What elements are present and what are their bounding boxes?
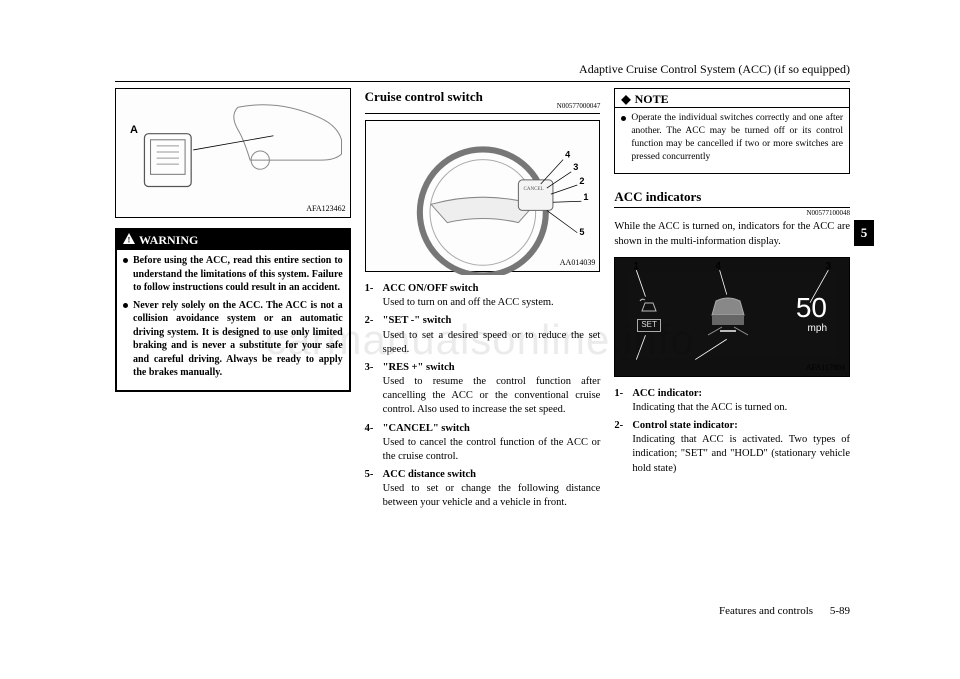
item-label: ACC ON/OFF switch bbox=[383, 282, 554, 296]
svg-text:!: ! bbox=[128, 236, 131, 245]
svg-text:CANCEL: CANCEL bbox=[523, 186, 543, 192]
list-item: 1- ACC ON/OFF switchUsed to turn on and … bbox=[365, 282, 601, 310]
footer-page-number: 5-89 bbox=[830, 605, 850, 617]
indicator-definition-list: 1- ACC indicator:Indicating that the ACC… bbox=[614, 387, 850, 476]
list-item: 1- ACC indicator:Indicating that the ACC… bbox=[614, 387, 850, 415]
list-item: 2- Control state indicator:Indicating th… bbox=[614, 419, 850, 476]
item-desc: Used to set or change the following dist… bbox=[383, 482, 601, 510]
item-desc: Used to turn on and off the ACC system. bbox=[383, 296, 554, 310]
item-number: 4- bbox=[365, 422, 383, 465]
note-item: Operate the individual switches correctl… bbox=[621, 112, 843, 163]
note-header: ◆ NOTE bbox=[615, 89, 849, 108]
warning-item: Before using the ACC, read this entire s… bbox=[123, 254, 343, 295]
section-rule bbox=[614, 207, 850, 208]
item-number: 1- bbox=[365, 282, 383, 310]
warning-triangle-icon: ! bbox=[123, 232, 135, 248]
section-tab: 5 bbox=[854, 220, 874, 246]
switch-definition-list: 1- ACC ON/OFF switchUsed to turn on and … bbox=[365, 282, 601, 511]
figure-sensor-module: A AFA123462 bbox=[115, 88, 351, 218]
figure-dashboard-display: 1 4 3 2 5 SET bbox=[614, 257, 850, 377]
svg-text:4: 4 bbox=[565, 150, 571, 160]
acc-car-icon bbox=[639, 297, 659, 315]
column-1: A AFA123462 ! WARNING Before using the A… bbox=[115, 88, 351, 578]
list-item: 3- "RES +" switchUsed to resume the cont… bbox=[365, 361, 601, 418]
figure-caption: AA014039 bbox=[560, 258, 596, 269]
svg-text:5: 5 bbox=[579, 227, 584, 237]
speed-value: 50 bbox=[796, 294, 827, 322]
item-number: 2- bbox=[614, 419, 632, 476]
footer-section: Features and controls bbox=[719, 605, 813, 617]
item-number: 2- bbox=[365, 314, 383, 357]
warning-head-text: WARNING bbox=[139, 233, 198, 247]
sensor-module-illustration bbox=[116, 89, 350, 221]
note-body: Operate the individual switches correctl… bbox=[615, 108, 849, 173]
note-box: ◆ NOTE Operate the individual switches co… bbox=[614, 88, 850, 174]
item-label: "RES +" switch bbox=[383, 361, 601, 375]
figure-caption: AFA117803 bbox=[806, 363, 845, 374]
warning-box: ! WARNING Before using the ACC, read thi… bbox=[115, 228, 351, 392]
list-item: 5- ACC distance switchUsed to set or cha… bbox=[365, 468, 601, 511]
column-3: ◆ NOTE Operate the individual switches co… bbox=[614, 88, 850, 578]
item-number: 3- bbox=[365, 361, 383, 418]
item-label: Control state indicator: bbox=[632, 419, 850, 433]
warning-body: Before using the ACC, read this entire s… bbox=[117, 250, 349, 390]
page-footer: Features and controls 5-89 bbox=[719, 605, 850, 617]
dashboard-speed: 50 mph bbox=[796, 294, 827, 336]
warning-item: Never rely solely on the ACC. The ACC is… bbox=[123, 299, 343, 380]
speed-unit: mph bbox=[796, 322, 827, 336]
section-heading-acc-indicators: ACC indicators bbox=[614, 188, 850, 206]
column-2: Cruise control switch N00577000047 4 3 2… bbox=[365, 88, 601, 578]
svg-text:2: 2 bbox=[579, 176, 584, 186]
figure-label-a-text: A bbox=[130, 123, 138, 138]
item-number: 5- bbox=[365, 468, 383, 511]
svg-text:1: 1 bbox=[583, 192, 588, 202]
section-rule bbox=[365, 113, 601, 114]
item-desc: Used to set a desired speed or to reduce… bbox=[383, 329, 601, 357]
warning-header: ! WARNING bbox=[117, 230, 349, 250]
header-rule bbox=[115, 81, 850, 82]
list-item: 2- "SET -" switchUsed to set a desired s… bbox=[365, 314, 601, 357]
item-desc: Indicating that ACC is activated. Two ty… bbox=[632, 433, 850, 476]
item-desc: Indicating that the ACC is turned on. bbox=[632, 401, 787, 415]
item-label: ACC indicator: bbox=[632, 387, 787, 401]
note-head-text: NOTE bbox=[635, 91, 669, 107]
page-header-title: Adaptive Cruise Control System (ACC) (if… bbox=[115, 62, 850, 81]
dashboard-screen: SET 50 mph bbox=[627, 272, 837, 358]
item-label: "SET -" switch bbox=[383, 314, 601, 328]
item-desc: Used to cancel the control function of t… bbox=[383, 436, 601, 464]
intro-paragraph: While the ACC is turned on, indicators f… bbox=[614, 220, 850, 248]
list-item: 4- "CANCEL" switchUsed to cancel the con… bbox=[365, 422, 601, 465]
three-column-layout: A AFA123462 ! WARNING Before using the A… bbox=[115, 88, 850, 578]
figure-steering-wheel: 4 3 2 1 5 CANCEL AA014039 bbox=[365, 120, 601, 272]
figure-caption: AFA123462 bbox=[306, 204, 345, 215]
page-content: Adaptive Cruise Control System (ACC) (if… bbox=[115, 62, 850, 617]
item-label: "CANCEL" switch bbox=[383, 422, 601, 436]
steering-wheel-illustration: 4 3 2 1 5 CANCEL bbox=[366, 121, 600, 275]
item-number: 1- bbox=[614, 387, 632, 415]
item-desc: Used to resume the control function afte… bbox=[383, 375, 601, 418]
reference-number: N00577100048 bbox=[614, 209, 850, 218]
note-diamond-icon: ◆ bbox=[621, 91, 630, 107]
set-indicator: SET bbox=[637, 319, 661, 332]
dashboard-left-icons: SET bbox=[637, 297, 661, 332]
svg-text:3: 3 bbox=[573, 162, 578, 172]
item-label: ACC distance switch bbox=[383, 468, 601, 482]
dashboard-vehicle-ahead bbox=[698, 291, 758, 339]
